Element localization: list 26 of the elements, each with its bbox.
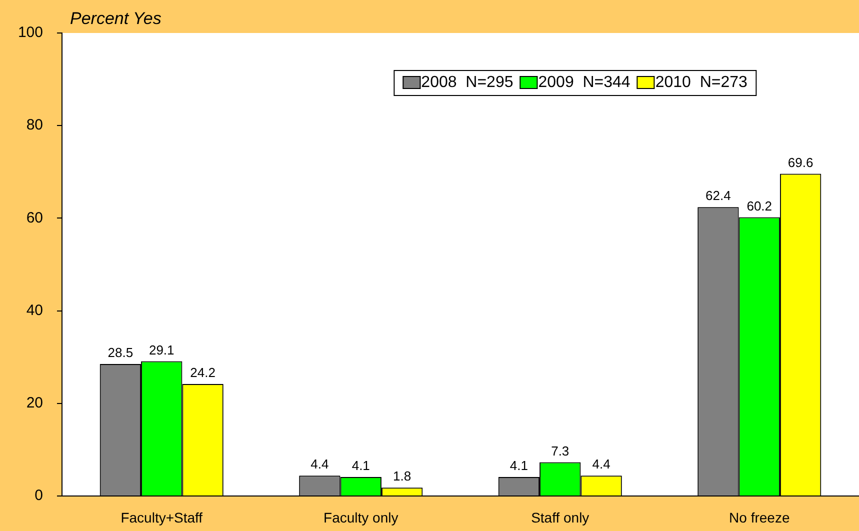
x-tick-label: Staff only [531, 509, 590, 526]
legend-label: 2010 N=273 [655, 74, 748, 91]
data-label: 4.4 [592, 456, 610, 472]
y-tick-label: 100 [18, 24, 43, 42]
x-tick-label: Faculty+Staff [120, 509, 203, 526]
x-tick-label: No freeze [729, 509, 790, 526]
y-tick-label: 80 [26, 116, 43, 134]
data-label: 62.4 [706, 188, 731, 204]
legend-label: 2008 N=295 [421, 74, 514, 91]
data-label: 4.1 [352, 458, 370, 474]
data-label: 4.1 [510, 458, 528, 474]
x-tick-label: Faculty only [324, 509, 398, 526]
data-label: 24.2 [190, 365, 216, 380]
data-label: 29.1 [148, 342, 174, 358]
y-axis-title: Percent Yes [70, 9, 162, 29]
y-tick-label: 60 [26, 209, 43, 226]
data-label: 7.3 [551, 443, 570, 458]
data-label: 1.8 [393, 468, 412, 484]
data-label: 60.2 [746, 198, 772, 214]
y-tick-label: 40 [26, 302, 43, 319]
data-label: 69.6 [788, 154, 814, 170]
y-tick-label: 0 [34, 487, 43, 504]
y-tick-label: 20 [26, 394, 43, 412]
legend-label: 2009 N=344 [538, 74, 630, 91]
data-label: 4.4 [310, 456, 329, 472]
data-label: 28.5 [108, 345, 134, 360]
